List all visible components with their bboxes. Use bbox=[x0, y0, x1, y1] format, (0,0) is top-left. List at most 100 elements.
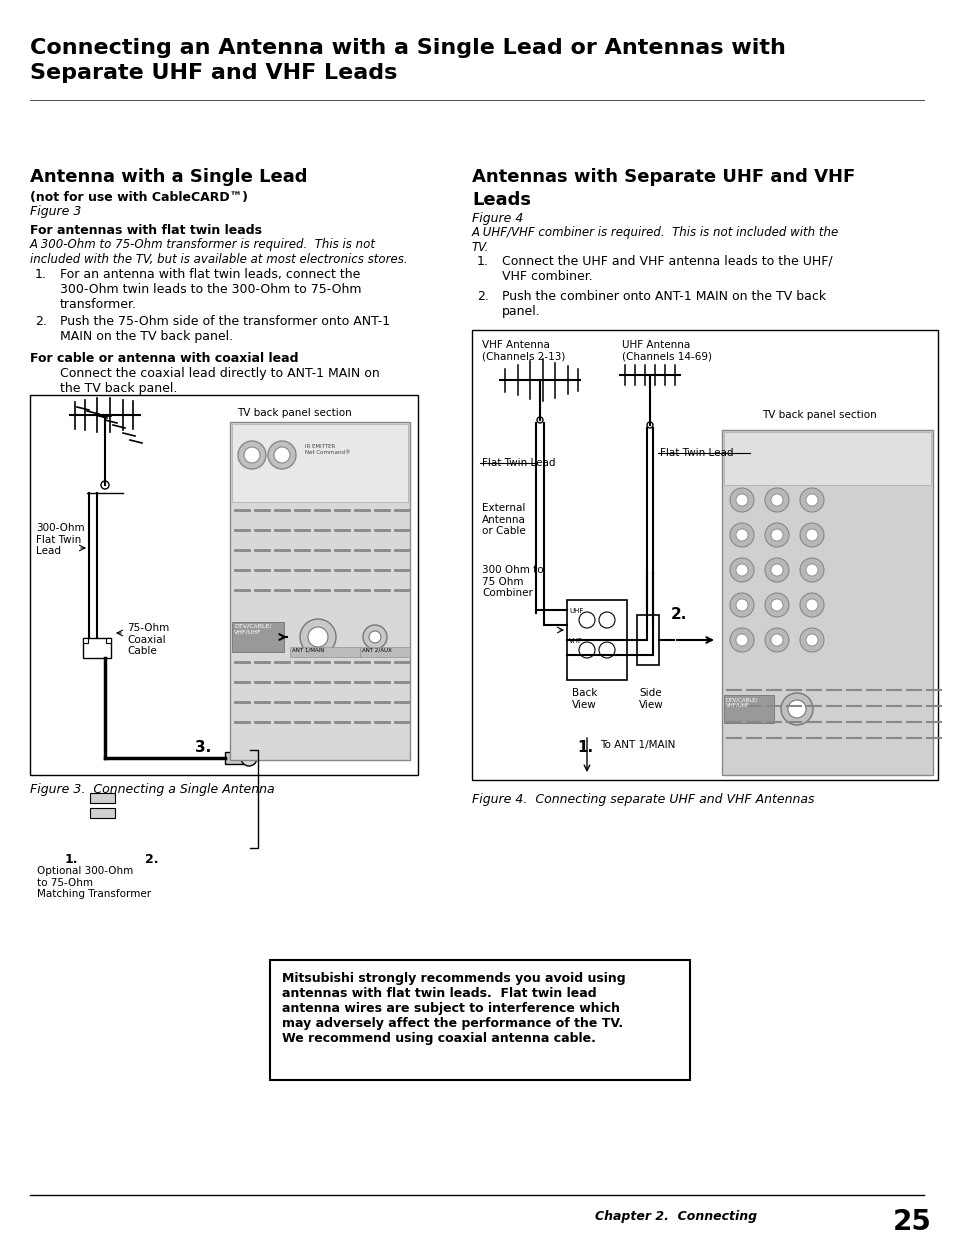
Text: A UHF/VHF combiner is required.  This is not included with the
TV.: A UHF/VHF combiner is required. This is … bbox=[472, 226, 839, 254]
Circle shape bbox=[800, 522, 823, 547]
Circle shape bbox=[764, 488, 788, 513]
Text: Flat Twin Lead: Flat Twin Lead bbox=[659, 448, 733, 458]
Text: For an antenna with flat twin leads, connect the
300-Ohm twin leads to the 300-O: For an antenna with flat twin leads, con… bbox=[60, 268, 361, 311]
Text: 75-Ohm
Coaxial
Cable: 75-Ohm Coaxial Cable bbox=[127, 622, 169, 656]
Text: ANT 2/AUX: ANT 2/AUX bbox=[361, 648, 392, 653]
Circle shape bbox=[770, 494, 782, 506]
Bar bbox=[30, 395, 417, 776]
Circle shape bbox=[274, 447, 290, 463]
Text: Figure 4.  Connecting separate UHF and VHF Antennas: Figure 4. Connecting separate UHF and VH… bbox=[472, 793, 814, 806]
Circle shape bbox=[735, 634, 747, 646]
Circle shape bbox=[735, 564, 747, 576]
Circle shape bbox=[764, 558, 788, 582]
Text: 1.: 1. bbox=[476, 254, 488, 268]
Text: 300-Ohm
Flat Twin
Lead: 300-Ohm Flat Twin Lead bbox=[36, 522, 85, 556]
Text: 2.: 2. bbox=[670, 606, 687, 622]
Bar bbox=[566, 600, 626, 680]
Circle shape bbox=[805, 564, 817, 576]
Bar bbox=[83, 638, 111, 658]
Text: Connect the UHF and VHF antenna leads to the UHF/
VHF combiner.: Connect the UHF and VHF antenna leads to… bbox=[501, 254, 832, 283]
Circle shape bbox=[805, 634, 817, 646]
Circle shape bbox=[787, 700, 805, 718]
Circle shape bbox=[646, 422, 652, 429]
Circle shape bbox=[598, 613, 615, 629]
Bar bbox=[472, 330, 937, 781]
Text: Figure 4: Figure 4 bbox=[472, 212, 523, 225]
Circle shape bbox=[781, 693, 812, 725]
Circle shape bbox=[735, 529, 747, 541]
Text: 300 Ohm to
75 Ohm
Combiner: 300 Ohm to 75 Ohm Combiner bbox=[481, 564, 543, 598]
Circle shape bbox=[805, 529, 817, 541]
Text: Optional 300-Ohm
to 75-Ohm
Matching Transformer: Optional 300-Ohm to 75-Ohm Matching Tran… bbox=[37, 866, 151, 899]
Bar bbox=[232, 622, 284, 652]
Text: ANT 1/MAIN: ANT 1/MAIN bbox=[292, 648, 324, 653]
Text: 1.: 1. bbox=[577, 740, 593, 755]
Text: Figure 3.  Connecting a Single Antenna: Figure 3. Connecting a Single Antenna bbox=[30, 783, 274, 797]
Circle shape bbox=[800, 593, 823, 618]
Text: Chapter 2.  Connecting: Chapter 2. Connecting bbox=[595, 1210, 757, 1223]
Circle shape bbox=[268, 441, 295, 469]
Bar bbox=[723, 695, 773, 722]
Text: Mitsubishi strongly recommends you avoid using
antennas with flat twin leads.  F: Mitsubishi strongly recommends you avoid… bbox=[282, 972, 625, 1045]
Text: For antennas with flat twin leads: For antennas with flat twin leads bbox=[30, 224, 262, 237]
Circle shape bbox=[735, 494, 747, 506]
Circle shape bbox=[241, 750, 256, 766]
Circle shape bbox=[537, 417, 542, 424]
Text: Side
View: Side View bbox=[639, 688, 663, 710]
Circle shape bbox=[770, 634, 782, 646]
Text: 25: 25 bbox=[892, 1208, 931, 1235]
Text: VHF: VHF bbox=[568, 638, 582, 643]
Text: Flat Twin Lead: Flat Twin Lead bbox=[481, 458, 555, 468]
Text: Push the 75-Ohm side of the transformer onto ANT-1
MAIN on the TV back panel.: Push the 75-Ohm side of the transformer … bbox=[60, 315, 390, 343]
Circle shape bbox=[764, 522, 788, 547]
Circle shape bbox=[764, 629, 788, 652]
Bar bbox=[723, 432, 930, 485]
Bar bbox=[290, 647, 359, 657]
Text: 2.: 2. bbox=[35, 315, 47, 329]
Text: 2.: 2. bbox=[476, 290, 488, 303]
Circle shape bbox=[764, 593, 788, 618]
Text: A 300-Ohm to 75-Ohm transformer is required.  This is not
included with the TV, : A 300-Ohm to 75-Ohm transformer is requi… bbox=[30, 238, 407, 266]
Text: Separate UHF and VHF Leads: Separate UHF and VHF Leads bbox=[30, 63, 397, 83]
Circle shape bbox=[800, 488, 823, 513]
Circle shape bbox=[735, 599, 747, 611]
Text: VHF Antenna
(Channels 2-13): VHF Antenna (Channels 2-13) bbox=[481, 340, 565, 362]
Text: Leads: Leads bbox=[472, 191, 531, 209]
Circle shape bbox=[770, 529, 782, 541]
Text: Antenna with a Single Lead: Antenna with a Single Lead bbox=[30, 168, 307, 186]
Circle shape bbox=[729, 488, 753, 513]
Bar bbox=[83, 638, 88, 643]
Circle shape bbox=[805, 494, 817, 506]
Text: Push the combiner onto ANT-1 MAIN on the TV back
panel.: Push the combiner onto ANT-1 MAIN on the… bbox=[501, 290, 825, 317]
Circle shape bbox=[237, 441, 266, 469]
Bar bbox=[106, 638, 111, 643]
Text: For cable or antenna with coaxial lead: For cable or antenna with coaxial lead bbox=[30, 352, 298, 366]
Bar bbox=[90, 808, 115, 818]
Circle shape bbox=[770, 564, 782, 576]
Circle shape bbox=[729, 593, 753, 618]
Text: Connect the coaxial lead directly to ANT-1 MAIN on
the TV back panel.: Connect the coaxial lead directly to ANT… bbox=[60, 367, 379, 395]
Text: 3.: 3. bbox=[194, 740, 211, 755]
Text: 2.: 2. bbox=[145, 853, 158, 866]
Circle shape bbox=[800, 629, 823, 652]
Text: External
Antenna
or Cable: External Antenna or Cable bbox=[481, 503, 525, 536]
Circle shape bbox=[578, 613, 595, 629]
Circle shape bbox=[800, 558, 823, 582]
Circle shape bbox=[578, 642, 595, 658]
Circle shape bbox=[101, 480, 109, 489]
Bar bbox=[90, 793, 115, 803]
Circle shape bbox=[369, 631, 380, 643]
Bar bbox=[721, 430, 932, 776]
Circle shape bbox=[598, 642, 615, 658]
Text: To ANT 1/MAIN: To ANT 1/MAIN bbox=[599, 740, 675, 750]
Bar bbox=[230, 422, 410, 760]
Text: DTV/CABLE/
VHF/UHF: DTV/CABLE/ VHF/UHF bbox=[233, 624, 272, 635]
Text: 1.: 1. bbox=[65, 853, 78, 866]
Text: Figure 3: Figure 3 bbox=[30, 205, 81, 219]
Circle shape bbox=[299, 619, 335, 655]
Circle shape bbox=[244, 447, 260, 463]
Text: TV back panel section: TV back panel section bbox=[761, 410, 876, 420]
Text: IR EMITTER
Net Command®: IR EMITTER Net Command® bbox=[305, 445, 350, 454]
Bar bbox=[225, 752, 243, 764]
Bar bbox=[637, 615, 659, 664]
